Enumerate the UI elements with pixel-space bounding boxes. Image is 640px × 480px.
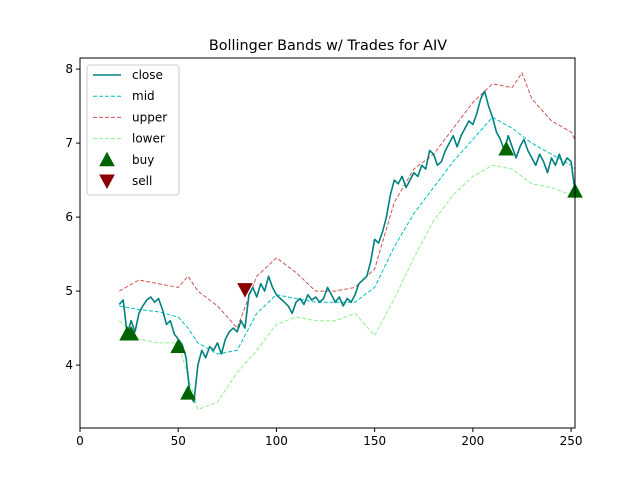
y-tick-label: 5: [65, 284, 73, 298]
legend-label-buy: buy: [132, 153, 154, 167]
x-tick-label: 250: [560, 434, 583, 448]
chart-title: Bollinger Bands w/ Trades for AIV: [209, 38, 447, 54]
series-upper-line: [119, 72, 575, 329]
series-close-line: [118, 90, 575, 403]
legend-swatch-buy: [99, 151, 115, 167]
plot-area: [118, 72, 583, 410]
y-tick-label: 8: [65, 62, 73, 76]
buy-marker: [170, 338, 187, 354]
buy-marker: [498, 140, 515, 156]
y-tick-label: 4: [65, 358, 73, 372]
x-tick-label: 100: [265, 434, 288, 448]
legend-label-close: close: [132, 68, 163, 82]
x-axis: 0 50 100 150 200 250: [76, 428, 583, 448]
legend-label-upper: upper: [132, 110, 167, 124]
legend-label-sell: sell: [132, 174, 152, 188]
x-tick-label: 150: [363, 434, 386, 448]
x-tick-label: 50: [171, 434, 186, 448]
plot-frame: [79, 57, 576, 429]
legend-label-lower: lower: [132, 132, 165, 146]
series-lower-line: [118, 164, 575, 410]
y-tick-label: 7: [65, 136, 73, 150]
legend-label-mid: mid: [132, 89, 155, 103]
x-tick-label: 200: [461, 434, 484, 448]
y-tick-label: 6: [65, 210, 73, 224]
legend: close mid upper lower buy sell: [86, 64, 180, 196]
legend-swatch-sell: [99, 174, 115, 190]
sell-marker: [237, 283, 253, 298]
y-axis: 4 5 6 7 8: [65, 62, 80, 372]
buy-marker: [123, 325, 139, 341]
series-group: [118, 72, 575, 410]
buy-marker: [180, 385, 196, 400]
x-tick-label: 0: [76, 434, 84, 448]
